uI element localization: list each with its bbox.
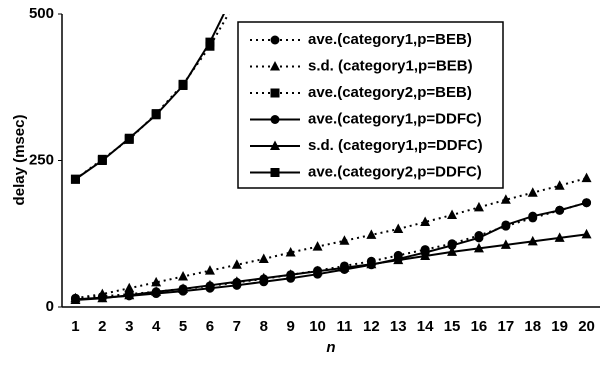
- marker: [420, 216, 431, 227]
- x-tick-label: 12: [363, 318, 380, 335]
- marker: [500, 194, 511, 204]
- x-tick-label: 5: [179, 318, 187, 335]
- marker: [151, 286, 162, 296]
- series-line: [75, 177, 587, 300]
- marker: [555, 205, 565, 215]
- marker: [447, 209, 458, 219]
- x-tick-label: 10: [309, 318, 326, 335]
- marker: [97, 156, 107, 165]
- legend-label: ave.(category2,p=DDFC): [308, 163, 482, 180]
- x-tick-label: 19: [551, 318, 568, 335]
- marker: [285, 269, 296, 279]
- legend-label: s.d. (category1,p=DDFC): [308, 137, 483, 154]
- marker: [285, 247, 296, 257]
- x-tick-label: 7: [233, 318, 241, 335]
- x-tick-label: 3: [125, 318, 133, 335]
- series-line: [75, 201, 587, 301]
- legend-marker: [270, 115, 280, 124]
- x-tick-label: 18: [524, 318, 541, 335]
- marker: [393, 254, 404, 265]
- legend-label: ave.(category1,p=BEB): [308, 31, 472, 48]
- marker: [232, 0, 241, 4]
- marker: [528, 211, 538, 221]
- x-tick-label: 1: [71, 318, 79, 335]
- legend: [237, 21, 504, 189]
- legend-label: ave.(category2,p=BEB): [308, 84, 472, 101]
- marker: [581, 228, 592, 239]
- marker: [151, 110, 161, 120]
- y-tick-label: 0: [46, 298, 54, 315]
- x-tick-label: 11: [337, 318, 353, 335]
- marker: [231, 276, 242, 286]
- plot-area: [70, 0, 592, 304]
- x-tick-label: 9: [286, 318, 294, 335]
- marker: [447, 246, 458, 256]
- y-tick-label: 250: [29, 151, 54, 168]
- marker: [473, 242, 484, 253]
- series-line: [74, 14, 225, 181]
- x-tick-label: 6: [206, 318, 214, 335]
- marker: [447, 240, 457, 250]
- marker: [339, 262, 350, 272]
- legend-marker: [270, 140, 280, 150]
- legend-marker: [270, 35, 280, 45]
- marker: [178, 80, 188, 90]
- legend-label: s.d. (category1,p=BEB): [308, 57, 473, 74]
- marker: [500, 239, 511, 249]
- x-tick-label: 20: [578, 318, 595, 335]
- marker: [312, 241, 323, 251]
- x-axis-label: n: [326, 339, 335, 356]
- marker: [124, 289, 135, 300]
- y-tick-label: 500: [29, 5, 54, 22]
- marker: [124, 282, 135, 293]
- legend-marker: [270, 168, 280, 177]
- legend-label: ave.(category1,p=DDFC): [308, 110, 482, 127]
- x-tick-label: 16: [471, 318, 488, 335]
- marker: [70, 174, 80, 184]
- marker: [527, 187, 538, 197]
- marker: [339, 235, 350, 245]
- legend-marker: [270, 88, 280, 98]
- marker: [204, 279, 215, 290]
- marker: [204, 265, 215, 275]
- marker: [258, 272, 269, 283]
- marker: [473, 201, 484, 212]
- x-tick-label: 14: [417, 318, 434, 335]
- marker: [366, 229, 377, 239]
- legend-marker: [270, 61, 280, 71]
- marker: [501, 220, 511, 230]
- marker: [312, 265, 323, 276]
- marker: [205, 37, 215, 47]
- x-tick-label: 2: [98, 318, 106, 335]
- marker: [554, 232, 565, 242]
- marker: [178, 271, 189, 281]
- series-line: [74, 14, 230, 181]
- marker: [97, 292, 108, 303]
- marker: [582, 198, 592, 208]
- marker: [581, 172, 592, 183]
- x-tick-label: 17: [498, 318, 515, 335]
- marker: [151, 276, 162, 287]
- marker: [474, 233, 484, 243]
- x-tick-label: 13: [390, 318, 407, 335]
- marker: [70, 294, 81, 304]
- x-tick-label: 4: [152, 318, 161, 335]
- x-tick-label: 8: [260, 318, 268, 335]
- marker: [554, 180, 565, 190]
- marker: [124, 133, 134, 143]
- y-axis-label: delay (msec): [11, 115, 28, 206]
- marker: [420, 250, 431, 261]
- x-tick-label: 15: [444, 318, 461, 335]
- marker: [393, 223, 404, 234]
- series-line: [75, 233, 587, 301]
- marker: [527, 235, 538, 246]
- marker: [231, 259, 242, 269]
- marker: [258, 253, 269, 263]
- marker: [178, 283, 189, 293]
- marker: [366, 258, 377, 269]
